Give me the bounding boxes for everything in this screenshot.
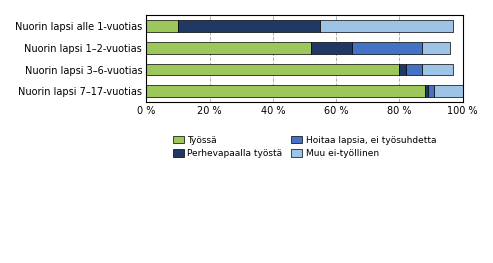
Bar xyxy=(406,63,422,75)
Bar xyxy=(320,20,453,32)
Bar xyxy=(178,20,320,32)
Legend: Työssä, Perhevapaalla työstä, Hoitaa lapsia, ei työsuhdetta, Muu ei-työllinen: Työssä, Perhevapaalla työstä, Hoitaa lap… xyxy=(170,133,439,161)
Bar xyxy=(434,85,463,97)
Bar xyxy=(146,85,425,97)
Bar xyxy=(428,85,434,97)
Bar xyxy=(352,42,422,54)
Bar xyxy=(146,20,178,32)
Bar xyxy=(146,42,311,54)
Bar xyxy=(422,63,453,75)
Bar xyxy=(311,42,352,54)
Bar xyxy=(146,63,399,75)
Bar xyxy=(399,63,406,75)
Bar xyxy=(425,85,428,97)
Bar xyxy=(422,42,450,54)
